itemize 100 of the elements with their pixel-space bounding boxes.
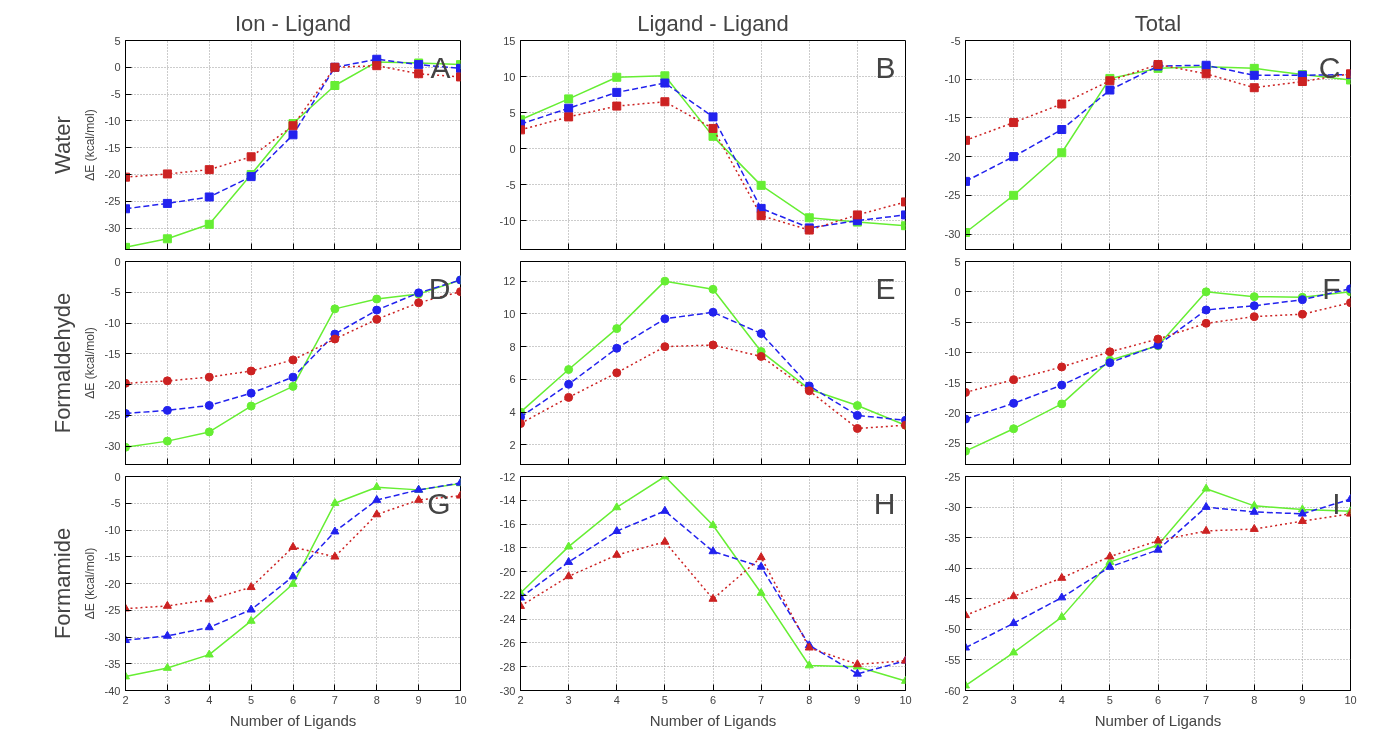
chart-title: Ligand - Ligand bbox=[637, 10, 789, 36]
y-tick-label: -20 bbox=[944, 150, 961, 163]
x-tick-label: 5 bbox=[1106, 693, 1113, 706]
x-tick-label: 5 bbox=[248, 693, 255, 706]
y-tick-label: -5 bbox=[505, 178, 516, 191]
y-tick-label: -30 bbox=[104, 631, 121, 643]
x-tick-label: 7 bbox=[1203, 693, 1210, 706]
y-tick-label: -55 bbox=[944, 653, 961, 666]
y-tick-label: -25 bbox=[104, 195, 121, 208]
y-tick-label: -20 bbox=[104, 168, 121, 181]
y-tick-label: -10 bbox=[944, 346, 961, 359]
x-tick-label: 6 bbox=[289, 693, 297, 706]
y-tick-label: -5 bbox=[110, 286, 121, 299]
annotation: H bbox=[873, 486, 896, 520]
y-tick-label: -10 bbox=[104, 317, 121, 330]
y-tick-label: -10 bbox=[104, 524, 121, 536]
y-tick-label: -30 bbox=[104, 440, 121, 453]
x-tick-label: 4 bbox=[1058, 693, 1065, 706]
y-tick-label: -30 bbox=[944, 228, 961, 241]
y-tick-label: -10 bbox=[944, 73, 961, 86]
x-tick-label: 3 bbox=[1010, 693, 1017, 706]
x-axis-title: Number of Ligands bbox=[649, 711, 777, 729]
y-tick-label: -20 bbox=[499, 565, 516, 578]
x-tick-label: 9 bbox=[415, 693, 422, 706]
x-tick-label: 5 bbox=[661, 693, 668, 706]
text: Formaldehyde bbox=[49, 292, 75, 434]
y-tick-label: -22 bbox=[499, 589, 516, 602]
x-tick-label: 9 bbox=[854, 693, 861, 706]
y-tick-label: -30 bbox=[499, 684, 516, 697]
x-tick-label: 2 bbox=[122, 693, 129, 706]
y-tick-label: -26 bbox=[499, 636, 516, 649]
text: Water bbox=[49, 116, 75, 174]
x-tick-label: 10 bbox=[454, 693, 467, 706]
y-tick-label: 10 bbox=[503, 70, 516, 83]
y-tick-label: -15 bbox=[104, 550, 121, 563]
y-tick-label: -20 bbox=[104, 378, 121, 391]
x-tick-label: 8 bbox=[1251, 693, 1258, 706]
x-tick-label: 7 bbox=[758, 693, 765, 706]
y-tick-label: -45 bbox=[944, 592, 961, 605]
y-tick-label: -28 bbox=[499, 660, 516, 673]
y-tick-label: -25 bbox=[104, 604, 121, 617]
y-tick-label: -40 bbox=[104, 684, 121, 697]
y-tick-label: 5 bbox=[509, 106, 516, 119]
y-tick-label: -15 bbox=[944, 111, 961, 124]
y-tick-label: -25 bbox=[104, 409, 121, 422]
x-tick-label: 2 bbox=[962, 693, 969, 706]
x-tick-label: 9 bbox=[1299, 693, 1306, 706]
y-tick-label: -35 bbox=[944, 531, 961, 544]
x-tick-label: 10 bbox=[1344, 693, 1357, 706]
y-tick-label: -25 bbox=[944, 189, 961, 202]
y-tick-label: -5 bbox=[110, 497, 121, 510]
y-tick-label: -15 bbox=[104, 141, 121, 154]
y-tick-label: -25 bbox=[944, 470, 961, 483]
annotation: G bbox=[427, 486, 451, 520]
y-tick-label: -60 bbox=[944, 684, 961, 697]
y-tick-label: -35 bbox=[104, 657, 121, 670]
x-tick-label: 6 bbox=[709, 693, 717, 706]
y-tick-label: -30 bbox=[104, 222, 121, 235]
x-tick-label: 4 bbox=[613, 693, 620, 706]
y-tick-label: -16 bbox=[499, 518, 516, 531]
y-tick-label: -10 bbox=[499, 214, 516, 227]
y-axis-title: ΔE (kcal/mol) bbox=[82, 547, 97, 620]
y-tick-label: -25 bbox=[944, 437, 961, 450]
y-tick-label: -15 bbox=[104, 347, 121, 360]
y-tick-label: -40 bbox=[944, 562, 961, 575]
y-tick-label: -12 bbox=[499, 470, 516, 483]
y-tick-label: 15 bbox=[503, 34, 516, 47]
x-tick-label: 3 bbox=[164, 693, 171, 706]
y-tick-label: -14 bbox=[499, 494, 516, 507]
y-tick-label: 0 bbox=[114, 470, 121, 483]
y-tick-label: -5 bbox=[110, 88, 121, 101]
y-tick-label: 5 bbox=[954, 255, 961, 268]
x-axis-title: Number of Ligands bbox=[229, 711, 357, 729]
annotation: B bbox=[875, 50, 896, 84]
x-tick-label: 10 bbox=[899, 693, 912, 706]
y-tick-label: -20 bbox=[944, 406, 961, 419]
annotation: I bbox=[1332, 486, 1341, 520]
y-tick-label: 4 bbox=[509, 406, 516, 419]
y-tick-label: 0 bbox=[954, 285, 961, 298]
y-tick-label: 0 bbox=[114, 255, 121, 268]
y-tick-label: -18 bbox=[499, 541, 516, 554]
x-tick-label: 4 bbox=[206, 693, 213, 706]
y-tick-label: -5 bbox=[950, 316, 961, 329]
y-tick-label: 0 bbox=[114, 61, 121, 74]
y-tick-label: -15 bbox=[944, 376, 961, 389]
y-tick-label: 5 bbox=[114, 34, 121, 47]
y-tick-label: 8 bbox=[509, 340, 516, 353]
y-tick-label: -20 bbox=[104, 577, 121, 590]
y-axis-title: ΔE (kcal/mol) bbox=[82, 109, 97, 181]
y-tick-label: -30 bbox=[944, 501, 961, 514]
text: Formamide bbox=[49, 527, 75, 640]
x-tick-label: 8 bbox=[806, 693, 813, 706]
annotation: E bbox=[875, 271, 896, 305]
y-tick-label: 10 bbox=[503, 307, 516, 320]
y-tick-label: -50 bbox=[944, 623, 961, 636]
x-tick-label: 3 bbox=[565, 693, 572, 706]
y-tick-label: -5 bbox=[950, 34, 961, 47]
y-tick-label: 0 bbox=[509, 142, 516, 155]
chart-title: Ion - Ligand bbox=[234, 10, 352, 36]
y-tick-label: -24 bbox=[499, 613, 516, 626]
